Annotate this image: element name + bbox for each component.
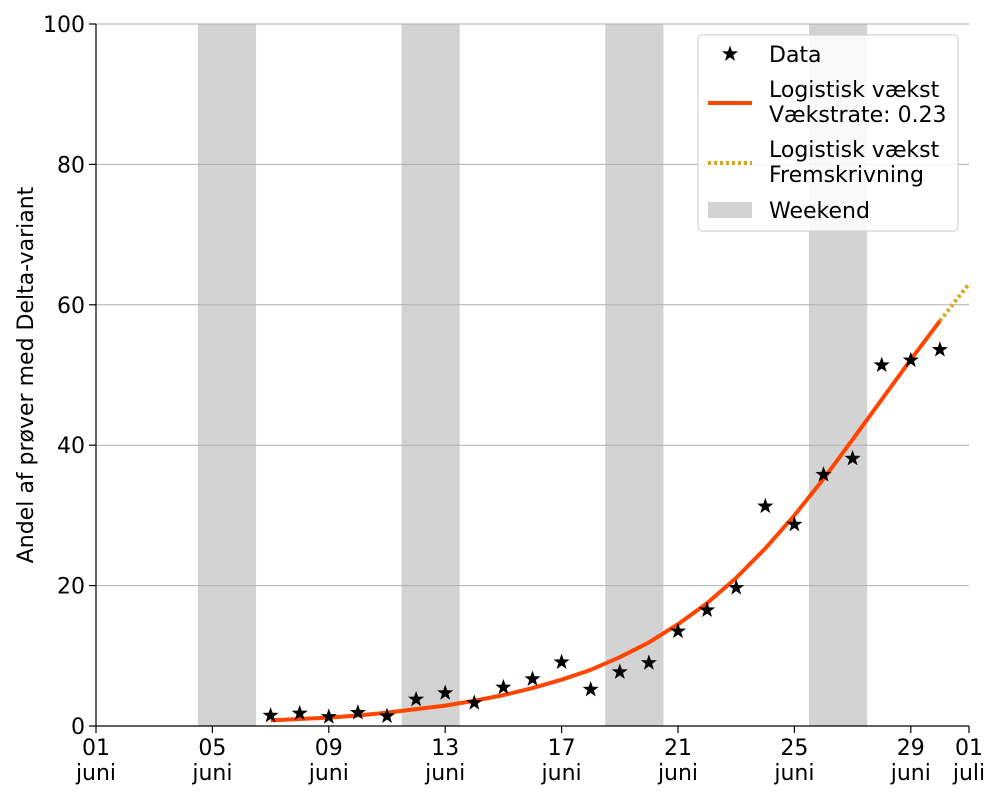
x-tick-label-day: 01 bbox=[82, 736, 110, 761]
y-tick-label: 60 bbox=[57, 294, 85, 319]
legend-box bbox=[697, 34, 959, 232]
x-tick-label-day: 25 bbox=[780, 736, 808, 761]
data-point bbox=[669, 622, 687, 639]
axes: 02040608010001juni05juni09juni13juni17ju… bbox=[43, 13, 985, 786]
x-tick-label-month: juni bbox=[773, 761, 814, 786]
data-point bbox=[495, 678, 512, 695]
y-tick-label: 80 bbox=[57, 153, 85, 178]
y-tick-label: 20 bbox=[57, 575, 85, 600]
y-tick-label: 100 bbox=[43, 13, 85, 38]
x-tick-label-day: 09 bbox=[315, 736, 343, 761]
data-point bbox=[291, 704, 308, 721]
data-point bbox=[611, 663, 628, 679]
y-tick-label: 0 bbox=[71, 715, 85, 740]
data-point bbox=[437, 684, 454, 700]
legend-label: Data bbox=[769, 43, 822, 68]
data-point bbox=[873, 356, 890, 373]
x-tick-label-day: 01 bbox=[955, 736, 983, 761]
data-point bbox=[553, 653, 570, 669]
x-tick-label-month: juni bbox=[75, 761, 116, 786]
data-point bbox=[262, 706, 279, 723]
y-tick-label: 40 bbox=[57, 434, 85, 459]
x-tick-label-month: juni bbox=[890, 761, 931, 786]
x-tick-label-month: juli bbox=[952, 761, 985, 786]
x-tick-label-day: 29 bbox=[897, 736, 925, 761]
data-point bbox=[844, 450, 861, 466]
projection-line bbox=[938, 282, 971, 323]
legend-marker-data bbox=[721, 45, 739, 61]
legend-label: Fremskrivning bbox=[769, 163, 924, 188]
x-tick-label-month: juni bbox=[191, 761, 232, 786]
data-point bbox=[786, 516, 803, 532]
data-point bbox=[757, 497, 774, 514]
data-point bbox=[931, 341, 948, 357]
data-point bbox=[640, 654, 657, 670]
weekend-band bbox=[605, 24, 664, 726]
legend-label: Logistisk vækst bbox=[769, 138, 940, 163]
data-point bbox=[378, 707, 396, 724]
data-point bbox=[320, 708, 337, 724]
x-tick-label-month: juni bbox=[308, 761, 349, 786]
x-tick-label-day: 17 bbox=[548, 736, 576, 761]
data-point bbox=[524, 670, 541, 686]
legend-label: Vækstrate: 0.23 bbox=[769, 103, 947, 128]
data-point bbox=[902, 351, 919, 368]
data-point bbox=[466, 694, 483, 710]
x-tick-label-day: 05 bbox=[198, 736, 226, 761]
weekend-band bbox=[197, 24, 257, 726]
legend-patch-weekend bbox=[708, 202, 752, 218]
data-point bbox=[815, 466, 832, 482]
data-point bbox=[349, 704, 366, 720]
data-point bbox=[728, 579, 745, 595]
legend-label: Weekend bbox=[769, 199, 870, 224]
data-point bbox=[699, 601, 716, 618]
legend-label: Logistisk vækst bbox=[769, 78, 940, 103]
x-tick-label-day: 13 bbox=[431, 736, 459, 761]
series bbox=[262, 282, 971, 724]
y-axis-label: Andel af prøver med Delta-variant bbox=[14, 186, 39, 563]
x-tick-label-month: juni bbox=[541, 761, 582, 786]
x-tick-label-month: juni bbox=[657, 761, 698, 786]
x-tick-label-month: juni bbox=[424, 761, 465, 786]
weekend-band bbox=[401, 24, 460, 726]
data-point bbox=[408, 690, 425, 707]
data-point bbox=[582, 681, 599, 697]
x-tick-label-day: 21 bbox=[664, 736, 692, 761]
